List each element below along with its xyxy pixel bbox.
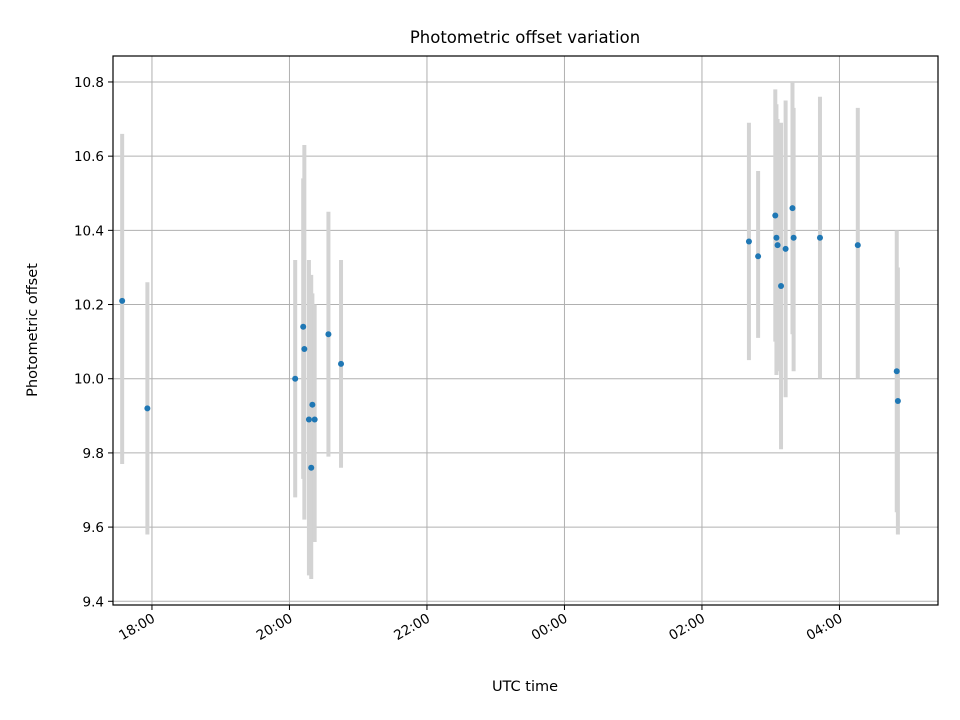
data-point [773, 234, 780, 241]
data-point [325, 331, 332, 338]
data-point [790, 234, 797, 241]
y-tick-label: 9.8 [83, 446, 104, 462]
x-axis-label: UTC time [492, 679, 558, 695]
data-point [789, 205, 796, 212]
data-point [774, 242, 781, 249]
data-point [309, 401, 316, 408]
data-point [755, 253, 762, 260]
data-point [119, 297, 126, 304]
data-point [816, 234, 823, 241]
y-tick-label: 9.4 [83, 594, 104, 610]
data-point [338, 360, 345, 367]
y-tick-label: 10.8 [74, 75, 104, 91]
data-point [894, 397, 901, 404]
plot-frame [112, 55, 939, 606]
data-point [893, 368, 900, 375]
data-point [300, 323, 307, 330]
y-axis-label: Photometric offset [25, 263, 41, 397]
data-point [308, 464, 315, 471]
y-tick-label: 10.4 [74, 223, 104, 239]
y-tick-label: 10.6 [74, 149, 104, 165]
data-point [292, 375, 299, 382]
data-point [772, 212, 779, 219]
data-point [144, 405, 151, 412]
data-point [782, 245, 789, 252]
y-tick-label: 9.6 [83, 520, 104, 536]
data-point [778, 282, 785, 289]
data-point [301, 346, 308, 353]
data-point [745, 238, 752, 245]
data-point [305, 416, 312, 423]
y-tick-label: 10.0 [74, 372, 104, 388]
data-point [854, 242, 861, 249]
data-points [119, 205, 901, 471]
y-tick-label: 10.2 [74, 298, 104, 314]
chart-title: Photometric offset variation [410, 28, 640, 47]
grid [113, 56, 938, 605]
data-point [311, 416, 318, 423]
